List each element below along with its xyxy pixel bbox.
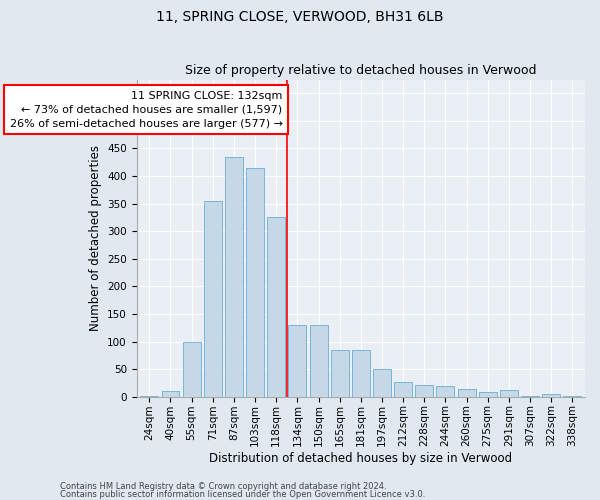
Text: Contains HM Land Registry data © Crown copyright and database right 2024.: Contains HM Land Registry data © Crown c… — [60, 482, 386, 491]
Bar — [204, 201, 222, 396]
Bar — [542, 394, 560, 396]
Bar — [267, 218, 285, 396]
Bar — [352, 350, 370, 397]
Bar — [310, 325, 328, 396]
Bar — [246, 168, 264, 396]
Text: 11, SPRING CLOSE, VERWOOD, BH31 6LB: 11, SPRING CLOSE, VERWOOD, BH31 6LB — [156, 10, 444, 24]
Bar — [415, 384, 433, 396]
Bar — [436, 386, 454, 396]
Bar — [394, 382, 412, 396]
X-axis label: Distribution of detached houses by size in Verwood: Distribution of detached houses by size … — [209, 452, 512, 465]
Text: 11 SPRING CLOSE: 132sqm
← 73% of detached houses are smaller (1,597)
26% of semi: 11 SPRING CLOSE: 132sqm ← 73% of detache… — [10, 90, 283, 128]
Bar — [373, 369, 391, 396]
Y-axis label: Number of detached properties: Number of detached properties — [89, 145, 101, 331]
Bar — [458, 389, 476, 396]
Bar — [479, 392, 497, 396]
Bar — [331, 350, 349, 397]
Bar — [161, 391, 179, 396]
Bar — [289, 325, 307, 396]
Bar — [225, 157, 243, 396]
Bar — [182, 342, 200, 396]
Title: Size of property relative to detached houses in Verwood: Size of property relative to detached ho… — [185, 64, 536, 77]
Text: Contains public sector information licensed under the Open Government Licence v3: Contains public sector information licen… — [60, 490, 425, 499]
Bar — [500, 390, 518, 396]
